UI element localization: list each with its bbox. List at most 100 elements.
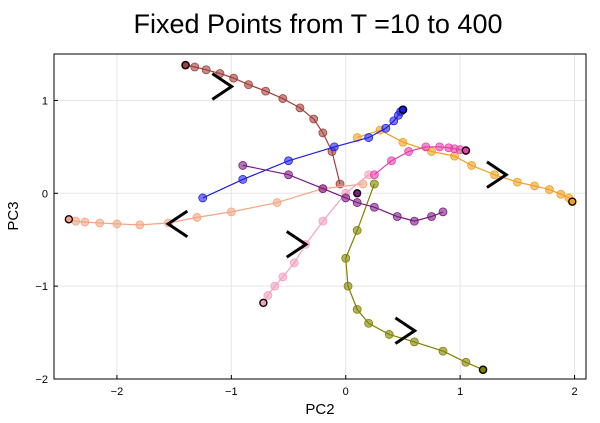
data-point	[364, 318, 374, 328]
data-point	[341, 253, 351, 263]
series-group	[198, 105, 408, 203]
endpoint-marker	[398, 105, 408, 114]
data-point	[318, 184, 328, 194]
data-point	[427, 212, 436, 221]
data-point	[278, 272, 288, 282]
data-point	[261, 86, 271, 96]
y-tick-label: −2	[35, 374, 48, 386]
data-point	[135, 220, 145, 230]
series-line	[242, 164, 444, 222]
x-tick-label: 0	[343, 386, 349, 398]
data-point	[392, 212, 402, 221]
data-point	[450, 151, 459, 161]
data-point	[364, 133, 374, 142]
data-point	[80, 217, 90, 227]
data-point	[192, 213, 202, 222]
data-point	[95, 218, 105, 228]
data-point	[229, 73, 239, 83]
data-point	[343, 281, 353, 291]
endpoint-marker	[259, 298, 268, 308]
series-group	[238, 161, 448, 226]
data-point	[272, 198, 282, 207]
data-point	[238, 174, 248, 184]
data-point	[112, 219, 122, 229]
endpoint-marker	[568, 197, 577, 206]
data-point	[201, 65, 211, 75]
direction-arrowhead	[486, 160, 509, 189]
data-point	[404, 147, 414, 156]
endpoint-marker	[64, 215, 74, 224]
y-tick-label: 0	[42, 188, 48, 200]
data-point	[409, 337, 419, 347]
y-axis-label: PC3	[5, 201, 22, 230]
data-point	[369, 170, 379, 180]
series-group	[64, 179, 368, 230]
data-point	[398, 137, 408, 147]
chart-title: Fixed Points from T =10 to 400	[134, 9, 503, 39]
data-point	[530, 181, 539, 191]
data-point	[238, 161, 248, 170]
data-point	[369, 179, 379, 189]
endpoint-marker	[461, 146, 471, 155]
data-point	[278, 94, 288, 103]
x-axis-label: PC2	[305, 401, 334, 418]
direction-arrowhead	[165, 209, 189, 239]
data-point	[556, 189, 566, 199]
data-point	[352, 226, 362, 235]
data-point	[263, 291, 273, 300]
x-tick-label: 1	[457, 386, 463, 398]
data-point	[318, 216, 328, 226]
endpoint-marker	[478, 365, 488, 374]
data-point	[295, 103, 305, 113]
data-point	[352, 198, 362, 207]
plot-frame	[53, 53, 587, 380]
data-point	[544, 185, 554, 194]
data-point	[352, 304, 362, 314]
data-point	[421, 142, 431, 152]
data-point	[341, 193, 351, 203]
data-point	[190, 62, 200, 72]
endpoint-marker	[353, 189, 362, 198]
data-point	[289, 258, 299, 268]
data-point	[409, 216, 419, 226]
data-point	[244, 80, 253, 90]
data-point	[512, 177, 522, 187]
series-group	[341, 179, 488, 375]
series-group	[352, 125, 577, 207]
series-layer	[64, 60, 577, 375]
data-point	[438, 207, 448, 217]
data-point	[490, 170, 499, 180]
series-group	[258, 170, 374, 308]
endpoint-marker	[181, 60, 190, 70]
data-point	[381, 123, 391, 133]
x-tick-label: 2	[571, 386, 577, 398]
x-tick-label: −1	[225, 386, 238, 398]
data-point	[389, 116, 399, 126]
data-point	[270, 281, 280, 291]
data-point	[387, 156, 396, 166]
data-point	[329, 142, 339, 152]
data-point	[198, 193, 208, 203]
data-point	[384, 330, 394, 339]
tick-layer: −2 −1 0 1 2 −2 −1 0 1	[35, 95, 577, 398]
data-point	[435, 142, 444, 152]
arrowhead-layer	[165, 72, 509, 345]
data-point	[369, 202, 379, 212]
direction-arrowhead	[285, 230, 309, 259]
y-tick-label: −1	[35, 281, 48, 293]
data-point	[226, 207, 236, 217]
data-point	[284, 170, 293, 180]
series-group	[181, 60, 345, 189]
data-point	[309, 114, 319, 124]
series-group	[369, 142, 471, 180]
data-point	[461, 357, 471, 367]
data-point	[467, 161, 476, 170]
direction-arrowhead	[394, 316, 418, 345]
data-point	[438, 346, 448, 356]
x-tick-label: −2	[111, 386, 124, 398]
y-tick-label: 1	[42, 95, 48, 107]
direction-arrowhead	[211, 72, 235, 101]
data-point	[284, 156, 293, 166]
